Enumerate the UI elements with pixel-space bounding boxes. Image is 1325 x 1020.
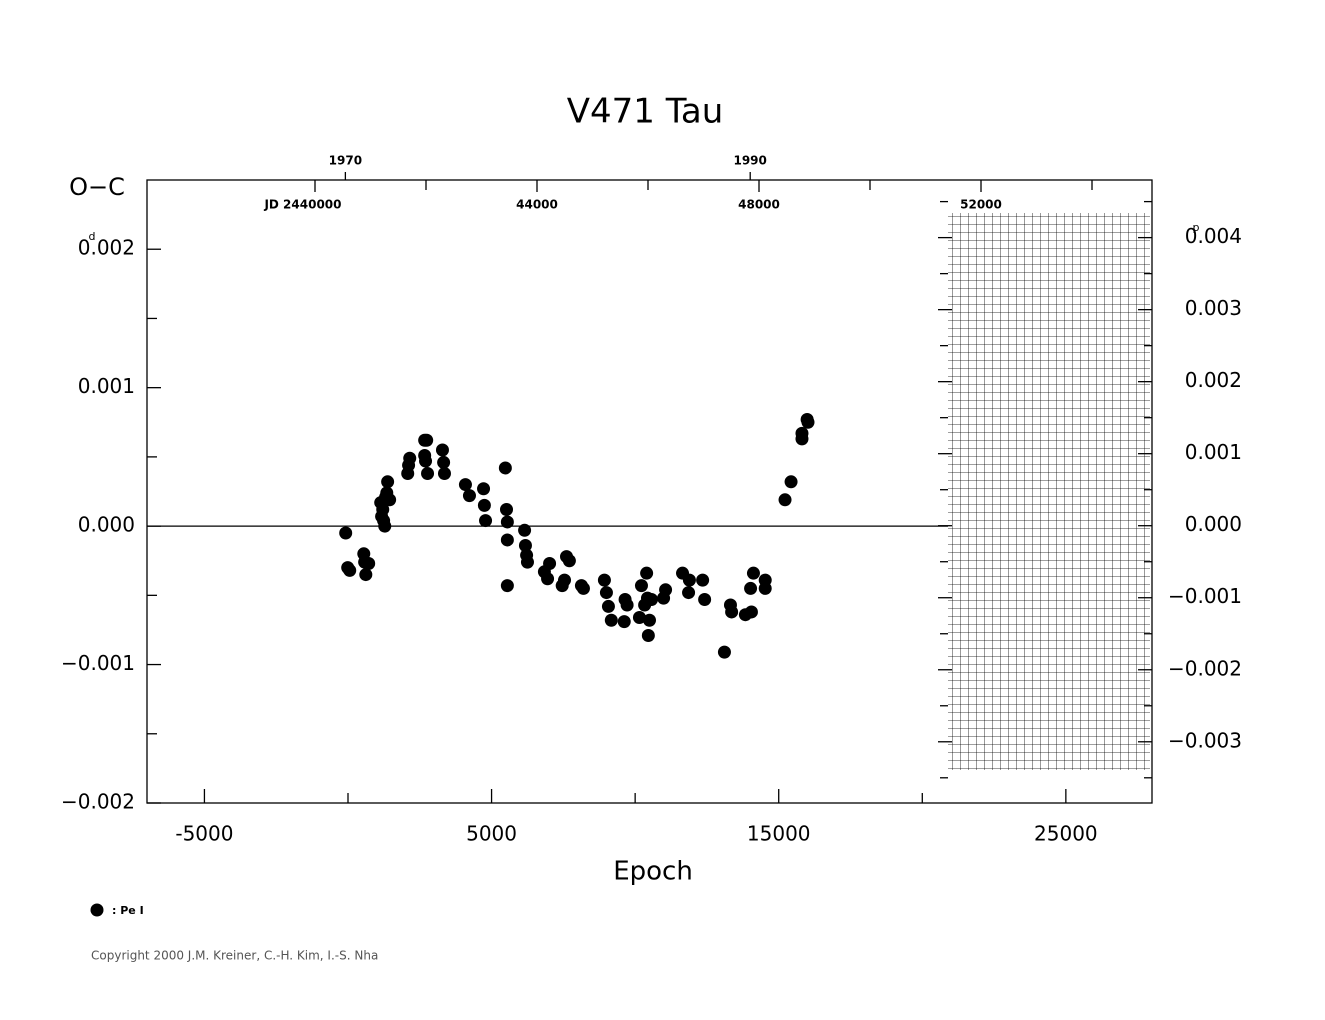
- data-point: [376, 502, 390, 516]
- data-point: [617, 615, 631, 629]
- data-point: [597, 573, 611, 587]
- data-point: [420, 433, 434, 447]
- y-axis-label: O−C: [69, 173, 125, 201]
- data-point: [601, 599, 615, 613]
- y2-tick-label: −0.002: [1168, 656, 1242, 680]
- y2-tick-label: −0.003: [1168, 728, 1242, 752]
- data-point: [437, 467, 451, 481]
- jd-tick-label: 48000: [738, 198, 780, 212]
- data-point: [500, 502, 514, 516]
- data-point: [421, 467, 435, 481]
- data-point: [518, 538, 532, 552]
- data-point: [419, 454, 433, 468]
- data-point: [746, 566, 760, 580]
- data-point: [458, 478, 472, 492]
- data-point: [576, 581, 590, 595]
- y2-tick-label: 0.004: [1185, 224, 1242, 248]
- year-tick-label: 1970: [329, 154, 362, 168]
- data-point: [632, 610, 646, 624]
- data-point: [698, 592, 712, 606]
- data-point: [640, 566, 654, 580]
- data-point: [381, 475, 395, 489]
- data-point: [383, 493, 397, 507]
- x-tick-label: 5000: [466, 822, 517, 846]
- data-point: [437, 455, 451, 469]
- data-point: [717, 645, 731, 659]
- data-point: [343, 563, 357, 577]
- y-tick-label: −0.002: [61, 790, 135, 814]
- data-point: [541, 572, 555, 586]
- y2-unit: p: [1193, 221, 1200, 234]
- x-tick-label: -5000: [175, 822, 233, 846]
- data-point: [558, 573, 572, 587]
- y-tick-label: 0.000: [78, 513, 135, 537]
- data-point: [795, 432, 809, 446]
- data-point: [645, 592, 659, 606]
- data-point: [362, 556, 376, 570]
- data-point: [634, 579, 648, 593]
- jd-tick-label: 44000: [516, 198, 558, 212]
- data-point: [641, 628, 655, 642]
- data-point: [477, 498, 491, 512]
- data-point: [462, 489, 476, 503]
- data-point: [500, 533, 514, 547]
- data-point: [682, 573, 696, 587]
- y-unit: d: [89, 230, 96, 243]
- data-point: [477, 482, 491, 496]
- data-point: [744, 581, 758, 595]
- y2-tick-label: 0.003: [1185, 296, 1242, 320]
- data-point: [520, 555, 534, 569]
- jd-tick-label: 52000: [960, 198, 1002, 212]
- y-tick-label: 0.002: [78, 236, 135, 260]
- data-point: [643, 613, 656, 627]
- data-point: [562, 554, 576, 568]
- data-point: [378, 519, 392, 533]
- data-point: [500, 515, 514, 529]
- data-point: [479, 514, 493, 528]
- y2-tick-label: −0.001: [1168, 584, 1242, 608]
- plot-frame: [146, 179, 1153, 804]
- data-point: [682, 586, 696, 600]
- data-point: [339, 526, 353, 540]
- data-point: [725, 605, 739, 619]
- y2-tick-label: 0.000: [1185, 512, 1242, 536]
- data-point: [543, 556, 557, 570]
- data-point: [403, 451, 417, 465]
- legend-label: : Pe I: [112, 904, 144, 917]
- data-point: [604, 613, 618, 627]
- no-data-region: [948, 213, 1150, 770]
- y2-tick-label: 0.002: [1185, 368, 1242, 392]
- data-point: [620, 598, 634, 612]
- x-tick-label: 25000: [1034, 822, 1098, 846]
- y-tick-label: 0.001: [78, 374, 135, 398]
- data-point: [599, 586, 613, 600]
- data-point: [784, 475, 798, 489]
- data-point: [359, 568, 373, 582]
- data-point: [518, 523, 532, 537]
- data-point: [778, 493, 792, 507]
- data-point: [498, 461, 512, 475]
- data-point: [758, 581, 772, 595]
- data-point: [435, 443, 449, 457]
- y-tick-label: −0.001: [61, 651, 135, 675]
- chart-title: V471 Tau: [567, 92, 724, 132]
- x-axis-label: Epoch: [613, 857, 693, 887]
- jd-tick-label: JD 2440000: [263, 198, 341, 212]
- data-point: [500, 579, 514, 593]
- copyright: Copyright 2000 J.M. Kreiner, C.-H. Kim, …: [91, 949, 378, 963]
- data-point: [696, 573, 710, 587]
- data-point: [659, 583, 673, 597]
- y2-tick-label: 0.001: [1185, 440, 1242, 464]
- legend-marker: [90, 903, 104, 917]
- year-tick-label: 1990: [733, 154, 766, 168]
- data-point: [744, 605, 758, 619]
- data-point: [801, 415, 815, 429]
- x-tick-label: 15000: [747, 822, 811, 846]
